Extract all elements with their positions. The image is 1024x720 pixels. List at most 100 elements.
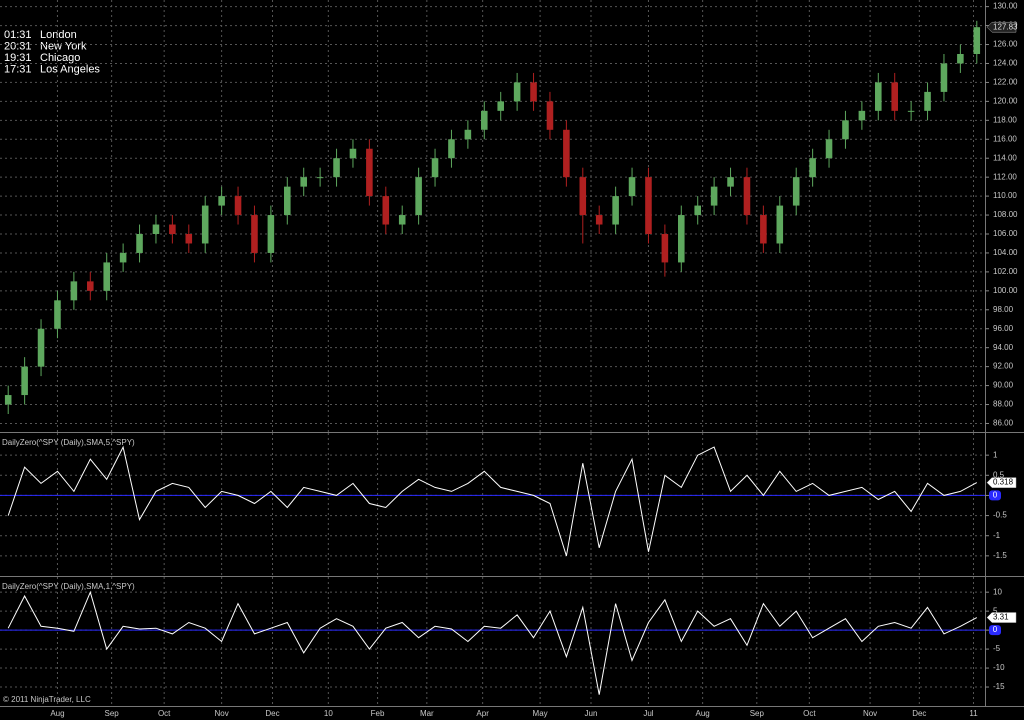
x-tick-label: Mar: [420, 709, 434, 718]
clock-city: Los Angeles: [40, 63, 100, 75]
candle-body: [530, 82, 537, 102]
y-tick-label: -5: [993, 644, 1001, 653]
y-tick-label: 124.00: [993, 59, 1018, 68]
candle-body: [907, 110, 915, 112]
candle-body: [103, 262, 110, 291]
last-value-label: 127.83: [993, 22, 1018, 31]
candle-body: [398, 215, 406, 225]
y-tick-label: 126.00: [993, 40, 1018, 49]
candle-body: [300, 177, 307, 187]
x-tick-label: Apr: [476, 709, 489, 718]
x-tick-label: Aug: [50, 709, 64, 718]
candle-body: [809, 158, 816, 178]
y-tick-label: 96.00: [993, 324, 1014, 333]
x-tick-label: Jun: [585, 709, 598, 718]
candle-body: [957, 54, 964, 64]
x-tick-label: Oct: [803, 709, 816, 718]
candle-body: [415, 177, 422, 216]
clock-time: 20:31: [4, 40, 32, 52]
candle-body: [267, 215, 275, 253]
last-value-label: 3.31: [993, 613, 1009, 622]
candle-body: [185, 234, 193, 244]
y-tick-label: 92.00: [993, 362, 1014, 371]
candle-body: [4, 395, 12, 405]
candle-body: [563, 129, 570, 178]
clock-time: 01:31: [4, 29, 32, 41]
candle-body: [119, 252, 127, 263]
candle-body: [284, 186, 291, 216]
world-clocks: 01:31 London 20:31 New York 19:31 Chicago 17:3…: [4, 29, 100, 76]
indicator-title: DailyZero(^SPY (Daily),SMA,5,^SPY): [2, 438, 135, 447]
candle-body: [201, 205, 209, 244]
x-tick-label: Oct: [158, 709, 171, 718]
clock-city: New York: [40, 40, 87, 52]
y-tick-label: 114.00: [993, 153, 1017, 162]
y-tick-label: 104.00: [993, 248, 1018, 257]
y-tick-label: 10: [993, 587, 1002, 596]
y-tick-label: 118.00: [993, 115, 1017, 124]
x-tick-label: Dec: [265, 709, 279, 718]
y-tick-label: 94.00: [993, 343, 1014, 352]
indicator-title: DailyZero(^SPY (Daily),SMA,1,^SPY): [2, 582, 135, 591]
candle-body: [710, 186, 718, 206]
candle-body: [694, 205, 701, 216]
candle-body: [875, 82, 882, 111]
candle-body: [218, 196, 225, 206]
candle-body: [973, 27, 981, 54]
y-tick-label: 88.00: [993, 400, 1014, 409]
zero-marker: [989, 625, 1001, 636]
y-tick-label: -1: [993, 531, 1001, 540]
x-tick-label: Dec: [912, 709, 926, 718]
clock-city: London: [40, 29, 77, 41]
candle-body: [940, 63, 948, 92]
candle-body: [234, 196, 242, 216]
last-value-tag: [986, 612, 1017, 623]
candle-body: [316, 177, 324, 179]
y-tick-label: 110.00: [993, 191, 1017, 200]
clock-city: Chicago: [40, 52, 80, 64]
zero-label: 0: [993, 625, 998, 634]
candle-body: [678, 215, 685, 263]
last-value-tag: [986, 21, 1017, 33]
candle-body: [661, 234, 669, 263]
candle-body: [54, 300, 61, 329]
candle-body: [448, 139, 455, 159]
y-tick-label: 86.00: [993, 419, 1014, 428]
last-value-label: 0.318: [993, 478, 1014, 487]
candle-body: [546, 101, 554, 130]
x-tick-label: Sep: [105, 709, 120, 718]
indicator-line: [7, 445, 978, 557]
x-tick-label: May: [533, 709, 548, 718]
zero-marker: [989, 490, 1001, 501]
y-tick-label: 5: [993, 606, 998, 615]
candle-body: [87, 281, 94, 291]
y-tick-label: 100.00: [993, 286, 1018, 295]
indicator-line: [7, 590, 978, 695]
candle-body: [612, 196, 619, 225]
x-tick-label: Nov: [215, 709, 229, 718]
y-tick-label: 98.00: [993, 305, 1014, 314]
x-tick-label: Jul: [643, 709, 653, 718]
y-tick-label: 102.00: [993, 267, 1018, 276]
y-tick-label: -15: [993, 682, 1005, 691]
candle-body: [760, 215, 767, 244]
candle-body: [481, 110, 488, 130]
candle-body: [21, 366, 28, 396]
last-value-tag: [986, 477, 1017, 488]
y-tick-label: -10: [993, 663, 1005, 672]
candle-body: [333, 158, 340, 178]
candle-body: [431, 158, 439, 178]
candle-body: [645, 177, 652, 234]
x-tick-label: Feb: [371, 709, 385, 718]
y-tick-label: -1.5: [993, 551, 1007, 560]
x-tick-label: 11: [969, 709, 978, 718]
y-tick-label: 120.00: [993, 96, 1018, 105]
candle-body: [251, 215, 258, 253]
y-tick-label: 0.5: [993, 470, 1005, 479]
candle-body: [743, 177, 751, 216]
candle-body: [776, 205, 784, 244]
candle-body: [792, 177, 800, 206]
y-tick-label: 122.00: [993, 78, 1018, 87]
candle-body: [366, 148, 373, 197]
